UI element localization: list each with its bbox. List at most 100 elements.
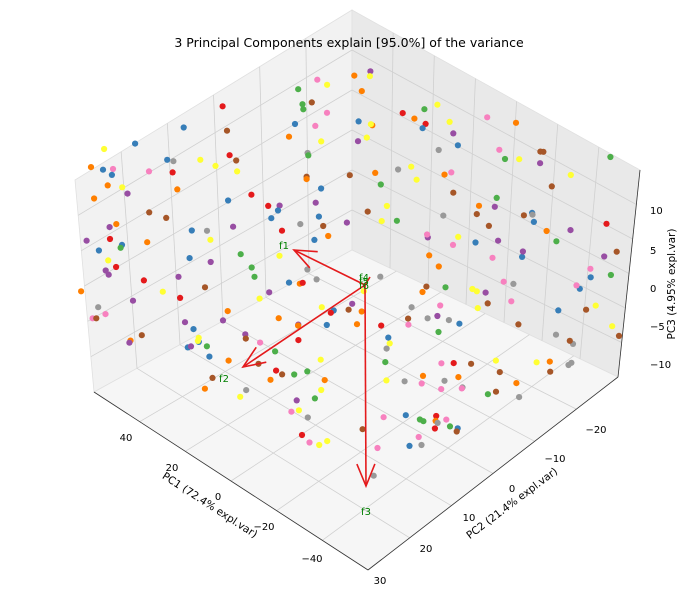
data-point xyxy=(437,302,444,309)
data-point xyxy=(469,285,476,293)
data-point xyxy=(351,72,358,79)
data-point xyxy=(343,219,350,226)
data-point xyxy=(306,439,313,446)
axis-ticks: 40 20 0 −20 −40 −20 −10 0 10 20 30 10 5 0 −5 −10 xyxy=(120,206,671,587)
data-point xyxy=(358,88,365,95)
data-point xyxy=(272,348,279,355)
data-point xyxy=(243,387,250,394)
data-point xyxy=(311,395,318,402)
data-point xyxy=(117,244,124,251)
data-point xyxy=(435,263,442,270)
data-point xyxy=(174,186,181,193)
loading-arrow xyxy=(242,284,366,368)
data-point xyxy=(181,319,189,326)
chart-title: 3 Principal Components explain [95.0%] o… xyxy=(174,35,524,50)
arrow-head xyxy=(292,249,318,269)
data-point xyxy=(474,305,481,312)
data-point xyxy=(435,328,442,336)
data-point xyxy=(300,106,307,113)
data-point xyxy=(226,152,233,159)
data-point xyxy=(291,120,299,128)
data-point xyxy=(109,165,117,173)
data-point xyxy=(424,231,431,238)
data-point xyxy=(440,212,447,219)
data-point xyxy=(140,277,147,284)
data-point xyxy=(349,300,356,307)
data-point xyxy=(91,195,98,202)
data-point xyxy=(354,138,362,145)
data-point xyxy=(441,377,448,384)
data-point xyxy=(279,371,286,378)
data-point xyxy=(547,368,554,375)
data-point xyxy=(274,207,282,214)
data-point xyxy=(555,307,562,314)
z-axis-label: PC3 (4.95% expl.var) xyxy=(666,229,678,340)
data-point xyxy=(419,288,426,296)
data-point xyxy=(321,377,328,384)
data-point xyxy=(402,412,409,419)
data-point xyxy=(512,119,520,126)
data-point xyxy=(237,251,244,258)
data-point xyxy=(442,284,449,291)
data-point xyxy=(203,343,210,350)
data-point xyxy=(510,280,517,287)
data-point xyxy=(364,208,371,215)
data-point xyxy=(268,215,275,222)
data-point xyxy=(101,145,108,153)
data-point xyxy=(291,371,298,378)
data-point xyxy=(83,237,90,244)
data-point xyxy=(434,419,441,426)
data-point xyxy=(399,110,406,117)
data-point xyxy=(603,220,610,227)
data-point xyxy=(546,358,553,365)
data-point xyxy=(207,258,214,266)
y-tick-label: 0 xyxy=(509,484,515,495)
data-point xyxy=(298,431,306,439)
data-point xyxy=(393,217,400,224)
data-point xyxy=(448,169,455,176)
data-point xyxy=(267,376,274,383)
data-point xyxy=(515,321,522,328)
data-point xyxy=(285,279,293,286)
data-point xyxy=(180,124,187,131)
axis-lines xyxy=(93,169,641,571)
data-point xyxy=(106,224,113,231)
data-point xyxy=(592,302,599,309)
data-point xyxy=(548,183,555,190)
data-point xyxy=(219,103,226,110)
data-point xyxy=(345,306,352,313)
data-point xyxy=(455,374,462,381)
data-point xyxy=(601,253,608,260)
data-point xyxy=(299,279,306,286)
data-point xyxy=(159,288,166,295)
data-point xyxy=(318,185,325,192)
data-point xyxy=(314,76,321,83)
data-point xyxy=(313,276,320,283)
data-point xyxy=(508,298,515,305)
data-point xyxy=(415,433,422,441)
data-point xyxy=(492,388,500,395)
data-point xyxy=(312,199,319,206)
data-point xyxy=(315,213,322,220)
data-point xyxy=(206,353,213,360)
data-point xyxy=(324,438,331,445)
data-point xyxy=(441,171,448,178)
data-point xyxy=(496,146,503,153)
x-tick-label: 0 xyxy=(215,492,221,503)
data-point xyxy=(416,416,423,423)
data-point xyxy=(419,125,426,132)
data-point xyxy=(438,360,445,367)
data-point xyxy=(276,202,283,209)
data-point xyxy=(438,386,445,393)
data-point xyxy=(212,162,219,169)
data-point xyxy=(303,176,310,183)
data-point xyxy=(446,423,454,430)
data-point xyxy=(320,222,327,230)
data-point xyxy=(419,372,427,379)
data-point xyxy=(454,142,461,149)
y-tick-label: 10 xyxy=(463,513,476,524)
data-point xyxy=(372,169,379,176)
data-point xyxy=(446,118,453,125)
data-point xyxy=(450,360,457,367)
data-point xyxy=(401,378,408,385)
